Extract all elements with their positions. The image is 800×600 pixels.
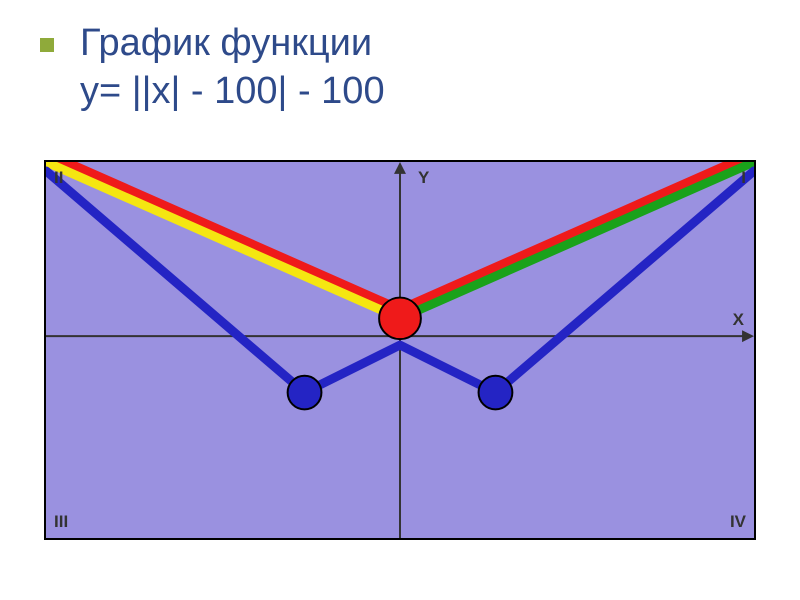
title-bullet <box>40 38 54 52</box>
plot-svg <box>46 162 754 538</box>
point-center <box>379 298 421 340</box>
quadrant-label-4: IV <box>730 512 746 532</box>
point-right-min <box>479 376 513 410</box>
title-block: График функции y= ||x| - 100| - 100 <box>80 20 385 115</box>
plot-area: I II III IV Y X <box>44 160 756 540</box>
point-left-min <box>288 376 322 410</box>
quadrant-label-2: II <box>54 168 63 188</box>
title-line2: y= ||x| - 100| - 100 <box>80 68 385 116</box>
title-line1: График функции <box>80 20 385 68</box>
y-axis-arrow <box>394 162 406 174</box>
axis-label-x: X <box>733 310 744 330</box>
x-axis-arrow <box>742 330 754 342</box>
axis-label-y: Y <box>418 168 429 188</box>
line-yellow-left <box>46 162 400 318</box>
quadrant-label-1: I <box>741 168 746 188</box>
line-green-right <box>400 162 754 318</box>
quadrant-label-3: III <box>54 512 68 532</box>
